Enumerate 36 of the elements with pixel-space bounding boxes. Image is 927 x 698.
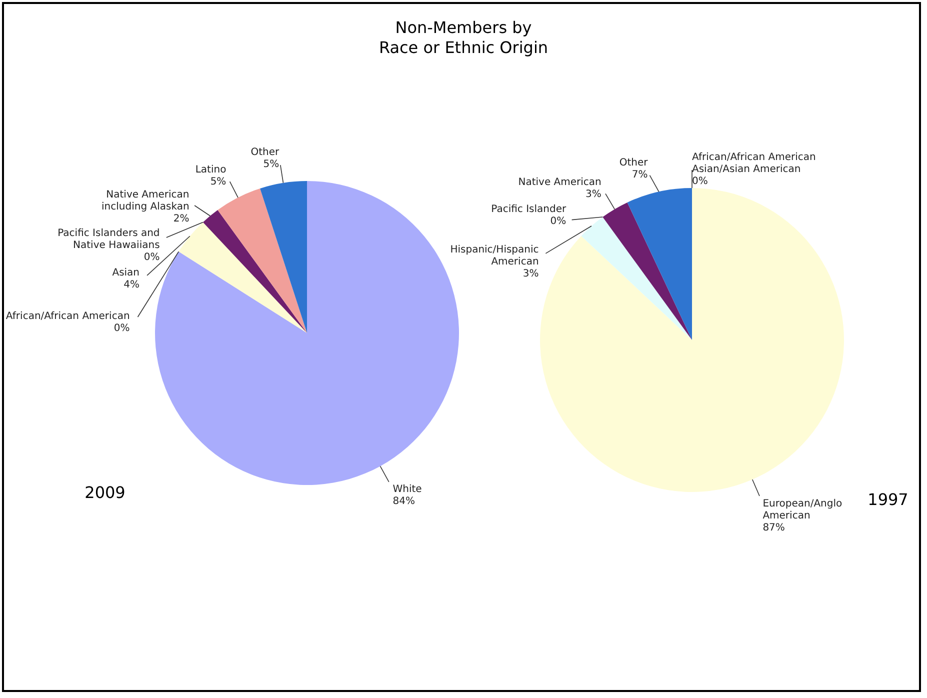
pie-slice xyxy=(260,181,307,333)
category-label: Pacific Islander xyxy=(491,204,566,216)
text: 0% xyxy=(114,323,130,334)
pie-slice xyxy=(581,217,692,340)
text: 0% xyxy=(550,216,566,228)
slice-label: Native American xyxy=(518,176,602,188)
chart-title: Non-Members by Race or Ethnic Origin xyxy=(378,18,550,58)
pie-slice xyxy=(218,188,307,333)
slice-label: European/Anglo American xyxy=(762,498,842,522)
category-label: African/African American xyxy=(6,311,130,322)
slice-label: Other xyxy=(250,147,280,158)
text: 1997 xyxy=(868,490,908,509)
data-label: 87% xyxy=(762,522,785,534)
text: 2009 xyxy=(84,483,126,502)
slice-label: Asian xyxy=(112,268,140,279)
data-label: 5% xyxy=(263,159,280,170)
legend-label: Pacific Islanders and Native Hawaiians xyxy=(58,228,160,251)
data-label: 2% xyxy=(173,213,190,224)
pie-slice xyxy=(602,202,692,340)
data-label: 7% xyxy=(632,170,648,181)
pie-slice xyxy=(202,210,307,333)
slice-label: White xyxy=(392,484,422,495)
slice-label: Native American including Alaskan xyxy=(102,189,190,212)
slice-label: Other xyxy=(619,158,649,169)
slice-label: Latino xyxy=(195,164,226,176)
category-label: African/African American Asian/Asian American xyxy=(692,152,816,175)
data-label: 4% xyxy=(124,280,140,291)
data-label: 3% xyxy=(586,188,602,200)
slice-label: Hispanic/Hispanic American xyxy=(450,244,539,268)
data-label: 3% xyxy=(522,268,539,280)
data-label: 84% xyxy=(392,496,415,507)
text: 0% xyxy=(692,176,708,187)
pie-slice xyxy=(178,222,307,333)
pie-slice xyxy=(627,188,692,340)
text: 0% xyxy=(144,252,160,263)
data-label: 5% xyxy=(210,176,226,188)
